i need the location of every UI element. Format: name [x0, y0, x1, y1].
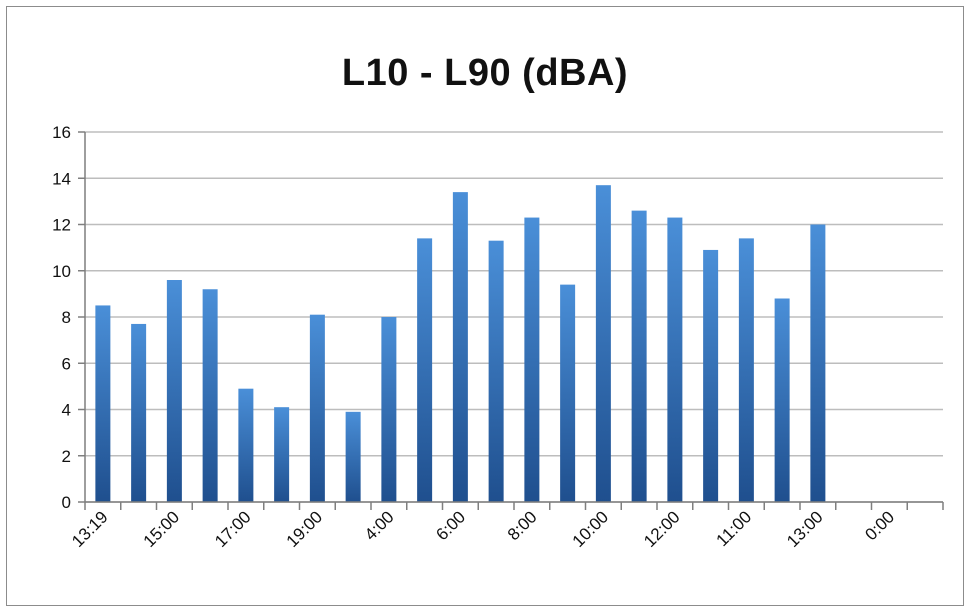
- y-tick-label: 10: [52, 262, 71, 281]
- y-tick-label: 2: [62, 447, 71, 466]
- bar: [703, 249, 719, 502]
- bar: [524, 217, 540, 502]
- x-tick-label: 12:00: [640, 507, 684, 551]
- bar: [131, 323, 147, 502]
- y-tick-label: 12: [52, 216, 71, 235]
- gridlines: [78, 131, 943, 503]
- bar: [774, 298, 790, 502]
- chart-title: L10 - L90 (dBA): [341, 52, 629, 94]
- bar: [274, 407, 290, 502]
- bar: [738, 238, 754, 502]
- y-tick-label: 0: [62, 493, 71, 512]
- y-tick-label: 8: [62, 308, 71, 327]
- bar: [417, 238, 433, 502]
- bar: [667, 217, 683, 502]
- y-tick-label: 4: [62, 401, 71, 420]
- bars: [95, 185, 826, 502]
- x-tick-label: 19:00: [283, 507, 327, 551]
- bar: [595, 185, 611, 502]
- bar: [488, 240, 504, 502]
- bar: [452, 192, 468, 502]
- chart-frame: [6, 6, 964, 606]
- x-tick-label: 13:00: [783, 507, 827, 551]
- y-tick-label: 16: [52, 123, 71, 142]
- bar: [631, 210, 647, 502]
- bar: [309, 314, 325, 502]
- x-tick-label: 0:00: [861, 507, 898, 544]
- x-tick-label: 11:00: [713, 507, 756, 550]
- bar: [238, 388, 254, 502]
- bar: [95, 305, 111, 502]
- axes: [84, 132, 944, 510]
- x-tick-label: 15:00: [140, 507, 184, 551]
- bar: [166, 280, 182, 502]
- bar: [381, 317, 397, 502]
- x-tick-label: 10:00: [569, 507, 613, 551]
- y-tick-labels: 0 2 4 6 8 10 12 14 16: [52, 123, 71, 512]
- x-tick-label: 13:19: [68, 507, 112, 551]
- x-tick-labels: 13:19 15:00 17:00 19:00 4:00 6:00 8:00 10:00 12:…: [68, 507, 898, 551]
- x-tick-label: 6:00: [432, 507, 469, 544]
- bar: [810, 224, 826, 502]
- bar: [202, 289, 218, 502]
- x-tick-label: 4:00: [361, 507, 398, 544]
- bar: [345, 411, 361, 502]
- y-tick-label: 14: [52, 169, 71, 188]
- y-tick-label: 6: [62, 354, 71, 373]
- x-tick-label: 17:00: [211, 507, 255, 551]
- x-tick-label: 8:00: [504, 507, 541, 544]
- bar: [560, 284, 576, 502]
